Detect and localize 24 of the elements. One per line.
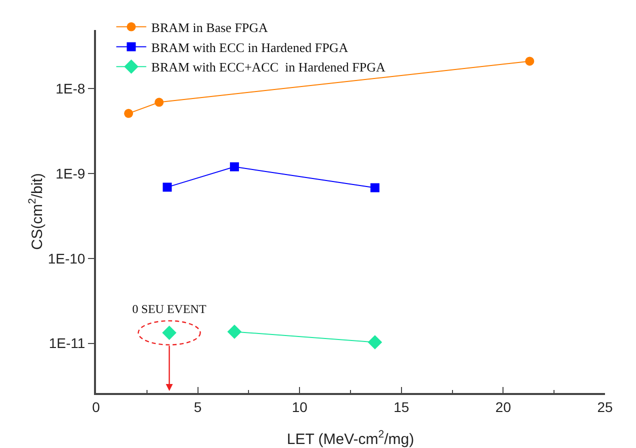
x-tick-label: 20 bbox=[495, 398, 512, 415]
legend-label: BRAM with ECC in Hardened FPGA bbox=[151, 40, 349, 55]
x-axis-title: LET (MeV-cm$^{2}$/mg) bbox=[286, 428, 414, 448]
legend-label: BRAM in Base FPGA bbox=[151, 20, 269, 35]
y-tick-label: 1E-11 bbox=[48, 335, 86, 352]
y-tick-label: 1E-10 bbox=[48, 250, 86, 266]
point bbox=[525, 56, 534, 66]
point bbox=[162, 182, 172, 192]
x-tick-label: 15 bbox=[394, 398, 410, 415]
point bbox=[368, 335, 382, 350]
y-tick-label: 1E-9 bbox=[56, 165, 86, 182]
x-tick-label: 5 bbox=[194, 398, 202, 415]
point bbox=[227, 324, 242, 339]
x-tick-label: 25 bbox=[597, 398, 613, 415]
x-tick-label: 10 bbox=[292, 398, 308, 415]
point bbox=[370, 183, 380, 192]
y-tick-label: 1E-8 bbox=[56, 80, 86, 96]
point bbox=[154, 98, 164, 107]
point bbox=[162, 326, 176, 340]
x-tick-label: 0 bbox=[92, 398, 100, 415]
point bbox=[230, 162, 239, 172]
point bbox=[124, 108, 134, 118]
legend-label: BRAM with ECC+ACC in Hardened FPGA bbox=[151, 60, 386, 75]
annotation: 0 SEU EVENT bbox=[132, 302, 207, 316]
